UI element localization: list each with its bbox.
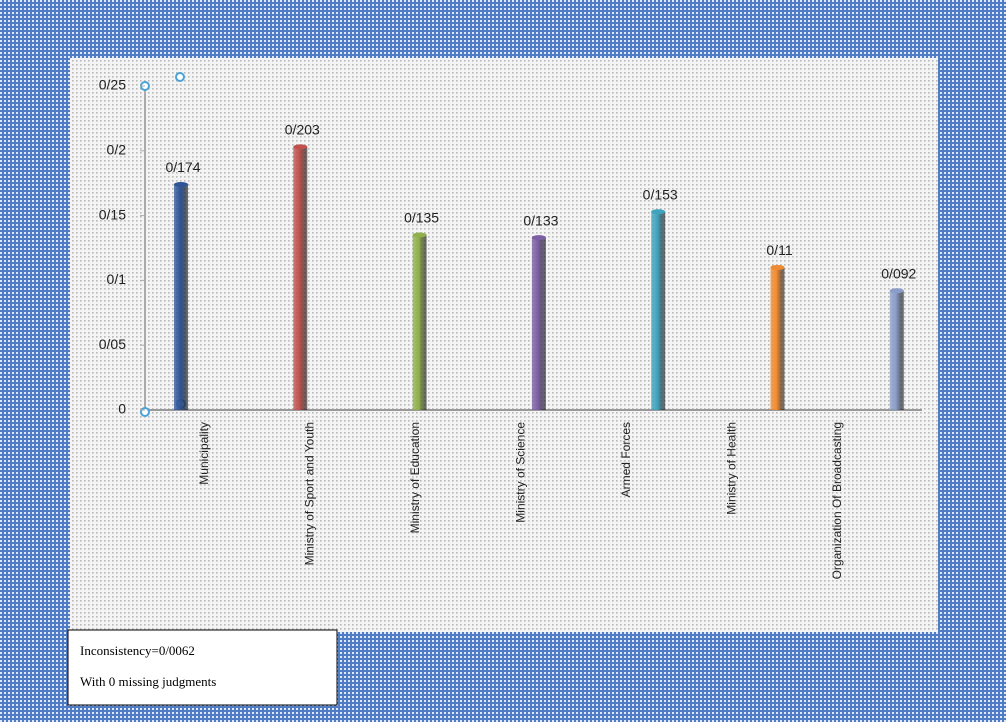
bar — [174, 184, 188, 410]
x-tick-label: Ministry of Sport and Youth — [303, 422, 317, 565]
x-tick-label: Ministry of Science — [514, 422, 528, 523]
note: Inconsistency=0/0062 — [80, 643, 195, 658]
chart: Inconsistency=0/0062 With 0 missing judg… — [0, 0, 1006, 722]
y-tick-label: 0/1 — [107, 271, 127, 287]
y-tick-label: 0/15 — [99, 206, 126, 222]
note-box — [68, 630, 337, 705]
value-label: 0/203 — [285, 122, 320, 138]
bar-top — [413, 233, 427, 238]
value-label: 0/174 — [165, 159, 200, 175]
y-tick-label: 0 — [118, 401, 126, 417]
bar-top — [890, 288, 904, 293]
x-tick-label: Organization Of Broadcasting — [830, 422, 844, 579]
y-tick-label: 0/25 — [99, 77, 126, 93]
value-label: 0/092 — [881, 265, 916, 281]
plot-panel — [70, 58, 938, 632]
note: With 0 missing judgments — [80, 674, 216, 689]
x-tick-label: Ministry of Education — [408, 422, 422, 533]
bar — [651, 212, 665, 410]
bar — [413, 235, 427, 410]
bar — [532, 238, 546, 410]
y-tick-label: 0/05 — [99, 336, 126, 352]
bar-top — [293, 144, 307, 149]
handle — [141, 408, 149, 416]
bar-top — [651, 209, 665, 214]
bar-top — [532, 235, 546, 240]
bar — [293, 147, 307, 410]
bar — [771, 267, 785, 410]
x-tick-label: Municipality — [197, 422, 211, 485]
value-label: 0/153 — [643, 186, 678, 202]
bar-top — [174, 182, 188, 187]
x-tick-label: Ministry of Health — [725, 422, 739, 515]
bar — [890, 291, 904, 410]
value-label: 0/133 — [523, 212, 558, 228]
value-label: 0/11 — [766, 242, 792, 258]
y-tick-label: 0/2 — [107, 142, 127, 158]
handle — [176, 73, 184, 81]
x-tick-label: Armed Forces — [619, 422, 633, 497]
bar-top — [771, 265, 785, 270]
value-label: 0/135 — [404, 210, 439, 226]
